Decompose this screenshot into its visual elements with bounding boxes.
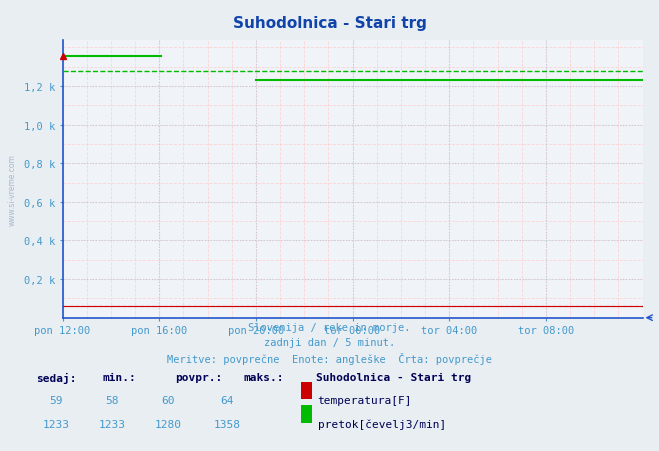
Text: Meritve: povprečne  Enote: angleške  Črta: povprečje: Meritve: povprečne Enote: angleške Črta:… bbox=[167, 352, 492, 364]
Text: 1233: 1233 bbox=[99, 419, 125, 429]
Text: 64: 64 bbox=[221, 396, 234, 405]
Text: temperatura[F]: temperatura[F] bbox=[318, 396, 412, 405]
Text: Suhodolnica - Stari trg: Suhodolnica - Stari trg bbox=[233, 16, 426, 31]
Text: sedaj:: sedaj: bbox=[36, 372, 76, 383]
Text: zadnji dan / 5 minut.: zadnji dan / 5 minut. bbox=[264, 337, 395, 347]
Text: 59: 59 bbox=[49, 396, 63, 405]
Text: www.si-vreme.com: www.si-vreme.com bbox=[8, 153, 17, 226]
Text: Slovenija / reke in morje.: Slovenija / reke in morje. bbox=[248, 322, 411, 332]
Text: 58: 58 bbox=[105, 396, 119, 405]
Text: min.:: min.: bbox=[102, 372, 136, 382]
Text: Suhodolnica - Stari trg: Suhodolnica - Stari trg bbox=[316, 372, 472, 382]
Text: 1280: 1280 bbox=[155, 419, 181, 429]
Text: 60: 60 bbox=[161, 396, 175, 405]
Text: maks.:: maks.: bbox=[244, 372, 284, 382]
Text: pretok[čevelj3/min]: pretok[čevelj3/min] bbox=[318, 419, 446, 429]
Text: povpr.:: povpr.: bbox=[175, 372, 222, 382]
Text: 1233: 1233 bbox=[43, 419, 69, 429]
Text: 1358: 1358 bbox=[214, 419, 241, 429]
